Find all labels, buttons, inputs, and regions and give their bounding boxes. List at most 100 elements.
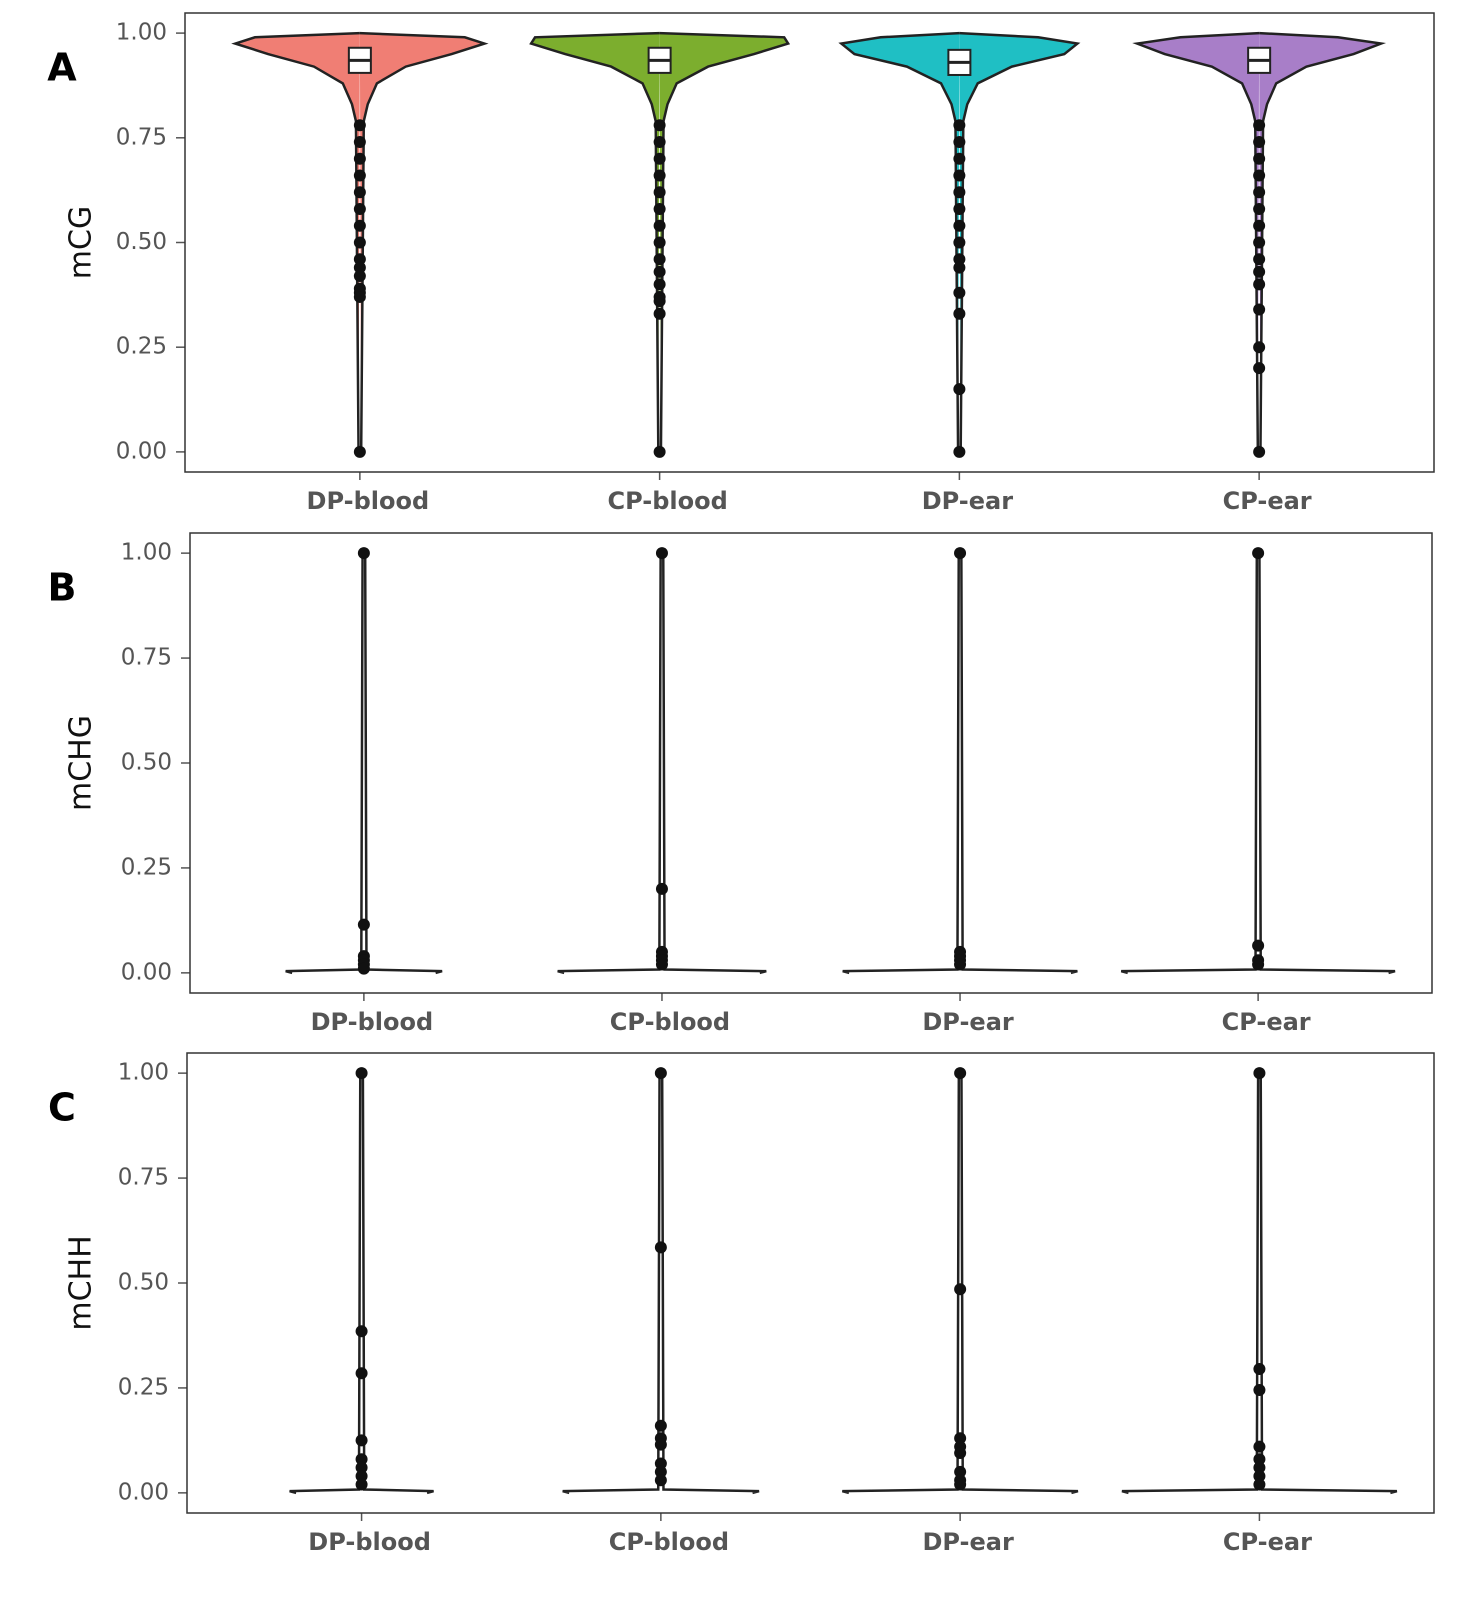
outlier	[355, 1461, 368, 1474]
outlier	[655, 547, 668, 560]
outlier	[1253, 253, 1266, 266]
outlier	[653, 278, 666, 291]
y-axis-label: mCG	[64, 206, 99, 279]
outlier	[953, 261, 966, 274]
outlier	[1253, 202, 1266, 215]
outlier	[954, 1432, 967, 1445]
violin	[289, 1073, 362, 1495]
outlier	[1253, 303, 1266, 316]
outlier	[353, 236, 366, 249]
outlier	[353, 270, 366, 283]
outlier	[353, 219, 366, 232]
outlier	[1253, 152, 1266, 165]
outlier	[1252, 939, 1265, 952]
violin	[1259, 1073, 1398, 1495]
outlier	[653, 219, 666, 232]
violin	[659, 31, 791, 452]
outlier	[953, 383, 966, 396]
outlier	[953, 152, 966, 165]
y-tick-label: 0.75	[118, 1165, 169, 1191]
outlier	[1253, 1470, 1266, 1483]
outlier	[653, 152, 666, 165]
outlier	[1252, 547, 1265, 560]
outlier	[655, 882, 668, 895]
outlier	[954, 958, 967, 971]
outlier	[953, 307, 966, 320]
outlier	[1252, 958, 1265, 971]
outlier	[1253, 1384, 1266, 1397]
x-tick-label: CP-ear	[1222, 1008, 1311, 1036]
outlier	[953, 119, 966, 132]
outlier	[355, 1325, 368, 1338]
outlier	[654, 1474, 667, 1487]
outlier	[1253, 236, 1266, 249]
outlier	[953, 169, 966, 182]
outlier	[653, 445, 666, 458]
outlier	[1253, 362, 1266, 375]
outlier	[353, 135, 366, 148]
x-tick-label: DP-blood	[308, 1528, 431, 1556]
outlier	[653, 186, 666, 199]
x-tick-label: CP-ear	[1223, 1528, 1312, 1556]
y-tick-label: 1.00	[118, 1060, 169, 1086]
violin	[562, 1073, 661, 1495]
plot-frame	[186, 1052, 1435, 1514]
outlier	[1253, 135, 1266, 148]
y-tick-label: 0.75	[116, 124, 167, 150]
outlier	[953, 286, 966, 299]
violin	[1121, 1073, 1260, 1495]
outlier	[654, 1241, 667, 1254]
x-tick-label: CP-blood	[607, 487, 727, 515]
outlier	[653, 253, 666, 266]
x-tick-label: DP-ear	[922, 487, 1014, 515]
x-tick-label: DP-ear	[922, 1528, 1014, 1556]
outlier	[1253, 186, 1266, 199]
outlier	[1253, 265, 1266, 278]
violin	[1132, 31, 1260, 452]
outlier	[953, 219, 966, 232]
outlier	[1253, 1478, 1266, 1491]
outlier	[353, 119, 366, 132]
outlier	[1253, 341, 1266, 354]
violin	[960, 553, 1078, 975]
outlier	[1253, 119, 1266, 132]
outlier	[1253, 445, 1266, 458]
violin	[1258, 553, 1396, 975]
outlier	[954, 1478, 967, 1491]
violin	[959, 31, 1081, 452]
x-tick-label: CP-ear	[1223, 487, 1312, 515]
y-tick-label: 0.00	[121, 959, 172, 985]
y-tick-label: 0.25	[121, 854, 172, 880]
outlier	[1253, 1453, 1266, 1466]
panel-label: B	[48, 566, 77, 610]
outlier	[653, 202, 666, 215]
outlier	[1253, 169, 1266, 182]
y-tick-label: 0.25	[116, 334, 167, 360]
outlier	[953, 186, 966, 199]
violin	[842, 553, 960, 975]
outlier	[353, 152, 366, 165]
outlier	[353, 261, 366, 274]
outlier	[953, 253, 966, 266]
outlier	[1253, 219, 1266, 232]
y-tick-label: 0.25	[118, 1374, 169, 1400]
outlier	[357, 547, 370, 560]
outlier	[1253, 1067, 1266, 1080]
outlier	[1253, 1363, 1266, 1376]
y-tick-label: 0.50	[116, 229, 167, 255]
violin	[285, 553, 364, 975]
outlier	[355, 1470, 368, 1483]
violin	[841, 1073, 961, 1495]
panel-label: A	[47, 46, 77, 90]
x-tick-label: CP-blood	[609, 1528, 729, 1556]
outlier	[653, 119, 666, 132]
outlier	[653, 295, 666, 308]
violin	[231, 31, 360, 452]
outlier	[353, 202, 366, 215]
outlier	[953, 202, 966, 215]
outlier	[357, 918, 370, 931]
outlier	[355, 1434, 368, 1447]
panel-label: C	[48, 1086, 76, 1130]
outlier	[355, 1453, 368, 1466]
